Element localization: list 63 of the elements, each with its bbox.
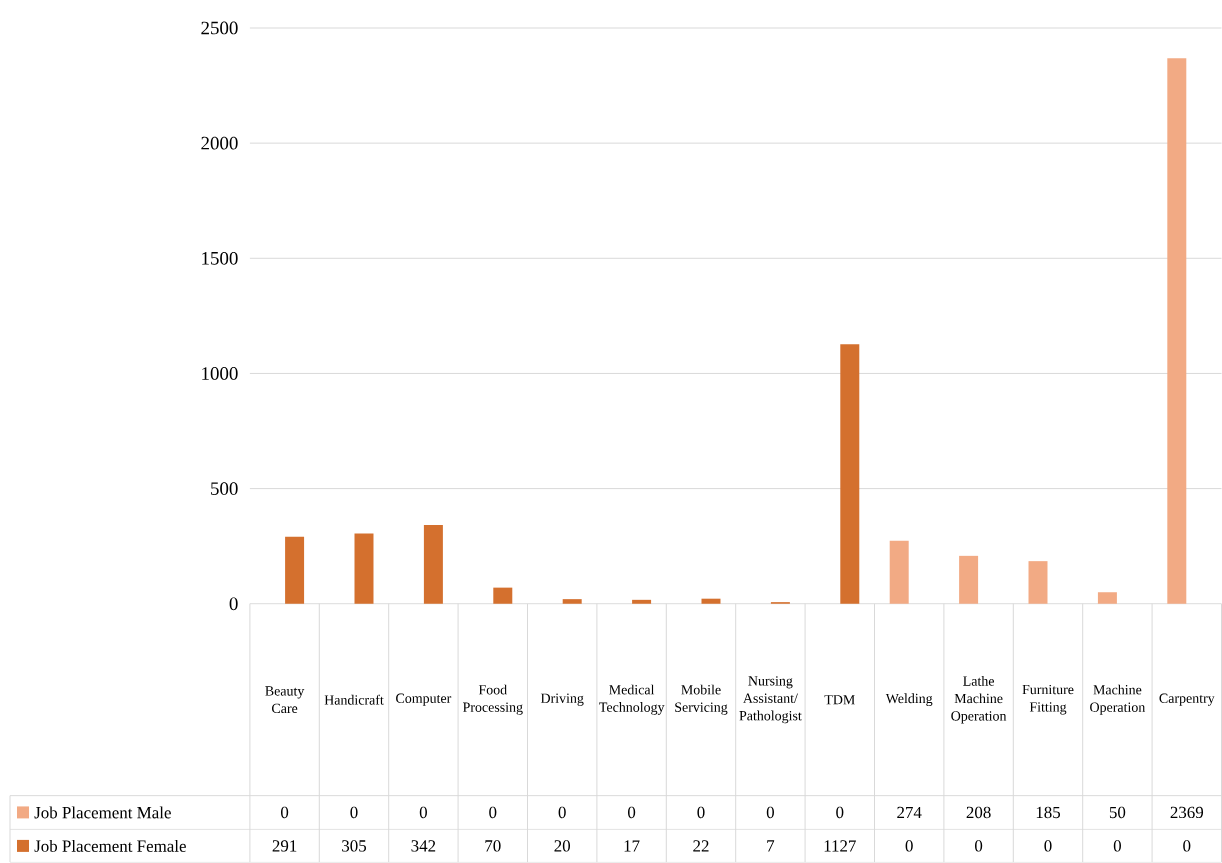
x-tick-label: TDM — [824, 695, 855, 705]
data-label: 291 — [272, 840, 297, 852]
x-tick-label: Medical Technology — [599, 684, 665, 715]
x-tick-label: Computer — [396, 693, 452, 706]
data-label: 2369 — [1170, 806, 1204, 819]
data-label: 185 — [1036, 806, 1061, 819]
y-tick-label: 500 — [211, 482, 238, 496]
data-label: 305 — [342, 840, 367, 852]
data-label: 0 — [281, 806, 289, 819]
data-label: 7 — [767, 840, 775, 852]
bar — [959, 556, 979, 604]
bar — [285, 536, 305, 604]
data-label: 70 — [485, 840, 501, 852]
data-label: 342 — [411, 840, 436, 852]
y-tick-label: 1500 — [202, 252, 238, 265]
legend-label: Job Placement Male — [34, 806, 171, 819]
data-label: 1127 — [824, 840, 856, 852]
data-label: 0 — [766, 806, 774, 819]
legend-label: Job Placement Female — [34, 840, 186, 853]
x-tick-label: Mobile Servicing — [675, 684, 728, 715]
data-label: 0 — [905, 840, 913, 852]
data-label: 0 — [489, 806, 497, 819]
x-tick-label: Handicraft — [324, 694, 384, 705]
bar — [493, 587, 513, 604]
bar — [1028, 561, 1048, 604]
data-label: 0 — [697, 806, 705, 819]
data-label: 0 — [558, 806, 566, 819]
data-label: 0 — [1183, 840, 1191, 852]
x-tick-label: Carpentry — [1159, 693, 1215, 707]
bar — [354, 533, 374, 604]
bar — [423, 525, 443, 604]
data-label: 0 — [975, 840, 983, 852]
data-label: 50 — [1109, 806, 1126, 819]
data-label: 0 — [419, 806, 427, 819]
y-tick-label: 1000 — [202, 367, 238, 380]
data-label: 274 — [897, 806, 922, 819]
x-tick-label: Furniture Fitting — [1022, 685, 1074, 715]
data-label: 0 — [1044, 840, 1052, 852]
data-label: 20 — [554, 840, 571, 852]
y-tick-label: 0 — [229, 597, 238, 611]
data-label: 208 — [966, 806, 991, 819]
bar — [1167, 58, 1187, 604]
data-label: 22 — [693, 840, 709, 852]
x-tick-label: Machine Operation — [1090, 684, 1146, 715]
bar — [1097, 592, 1117, 604]
x-tick-label: Beauty Care — [265, 686, 305, 714]
x-tick-label: Nursing Assistant/Pathologist — [739, 676, 802, 724]
x-tick-label: Welding — [885, 693, 933, 707]
data-label: 17 — [624, 840, 640, 852]
bar — [562, 599, 582, 604]
bar — [701, 598, 721, 604]
bar — [840, 344, 860, 604]
x-tick-label: Driving — [540, 693, 584, 707]
data-label: 0 — [1113, 840, 1121, 852]
y-tick-label: 2500 — [201, 21, 238, 35]
x-tick-label: Lathe Machine Operation — [951, 676, 1007, 724]
x-tick-label: Food Processing — [463, 684, 523, 715]
bar — [632, 600, 652, 604]
data-label: 0 — [350, 806, 358, 819]
bar — [889, 540, 909, 604]
data-label: 0 — [836, 806, 844, 819]
y-tick-label: 2000 — [201, 136, 238, 150]
data-label: 0 — [628, 806, 636, 819]
